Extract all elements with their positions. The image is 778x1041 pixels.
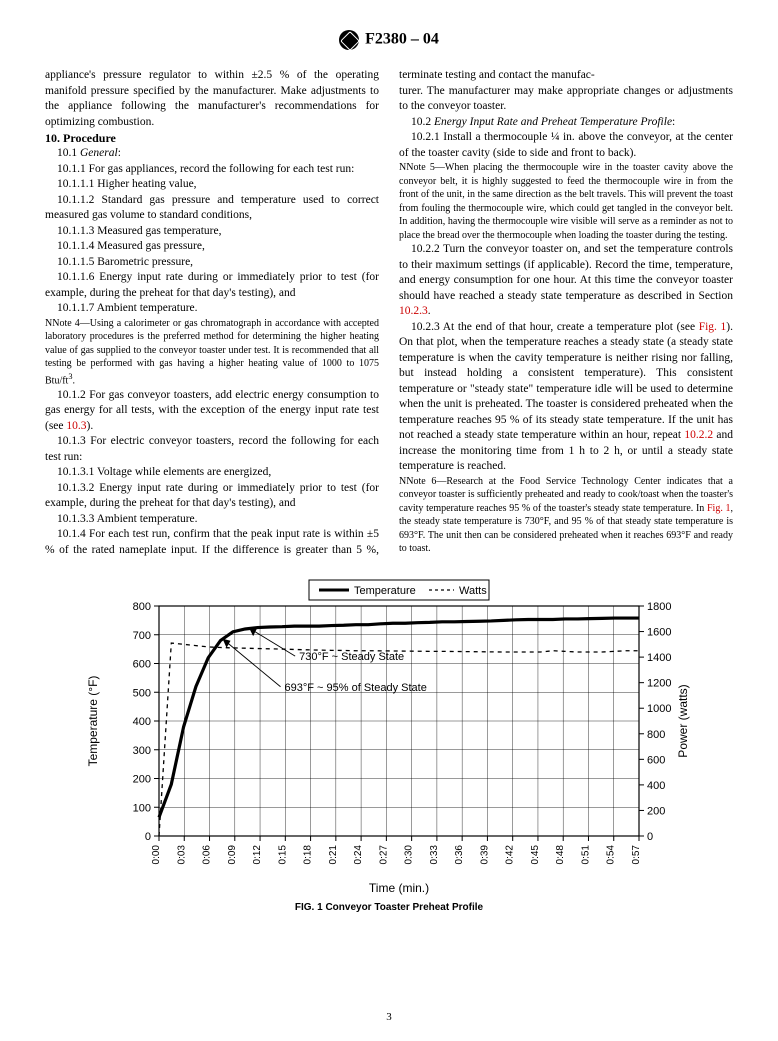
link-10-2-2[interactable]: 10.2.2 bbox=[684, 429, 713, 441]
page-header: F2380 – 04 bbox=[45, 30, 733, 50]
svg-text:700: 700 bbox=[133, 630, 151, 642]
svg-text:200: 200 bbox=[647, 806, 665, 818]
svg-text:0:03: 0:03 bbox=[176, 845, 187, 865]
svg-text:100: 100 bbox=[133, 803, 151, 815]
svg-text:Temperature: Temperature bbox=[354, 585, 416, 597]
note-6: NNote 6—Research at the Food Service Tec… bbox=[399, 475, 733, 556]
body-columns: appliance's pressure regulator to within… bbox=[45, 68, 733, 558]
section-10-title: 10. Procedure bbox=[45, 130, 379, 146]
link-fig1-b[interactable]: Fig. 1 bbox=[707, 503, 731, 514]
svg-text:0: 0 bbox=[145, 831, 151, 843]
svg-text:0:57: 0:57 bbox=[631, 845, 642, 865]
svg-text:0:24: 0:24 bbox=[353, 845, 364, 865]
svg-text:0:54: 0:54 bbox=[606, 845, 617, 865]
s10-1-1-2: 10.1.1.2 Standard gas pressure and tempe… bbox=[45, 193, 379, 224]
continuation-para: appliance's pressure regulator to within… bbox=[45, 68, 379, 130]
s10-1-1-4: 10.1.1.4 Measured gas pressure, bbox=[45, 239, 379, 255]
svg-text:1800: 1800 bbox=[647, 601, 671, 613]
svg-text:1600: 1600 bbox=[647, 627, 671, 639]
preheat-chart: Temperature Watts 0 100 200 300 400 500 600 700 80… bbox=[69, 576, 709, 896]
link-fig1-a[interactable]: Fig. 1 bbox=[699, 321, 727, 333]
svg-text:600: 600 bbox=[647, 755, 665, 767]
svg-text:800: 800 bbox=[133, 601, 151, 613]
svg-text:0: 0 bbox=[647, 831, 653, 843]
s10-1-1-6: 10.1.1.6 Energy input rate during or imm… bbox=[45, 270, 379, 301]
s10-1-3: 10.1.3 For electric conveyor toasters, r… bbox=[45, 434, 379, 465]
svg-text:0:27: 0:27 bbox=[378, 845, 389, 865]
s10-1-1: 10.1.1 For gas appliances, record the fo… bbox=[45, 162, 379, 178]
svg-text:0:15: 0:15 bbox=[277, 845, 288, 865]
s10-2-1: 10.2.1 Install a thermocouple ¼ in. abov… bbox=[399, 130, 733, 161]
svg-text:730°F ~ Steady State: 730°F ~ Steady State bbox=[299, 652, 404, 664]
s10-1: 10.1 General: bbox=[45, 146, 379, 162]
svg-text:0:33: 0:33 bbox=[429, 845, 440, 865]
col2-continuation: turer. The manufacturer may make appropr… bbox=[399, 84, 733, 115]
svg-text:0:30: 0:30 bbox=[404, 845, 415, 865]
svg-text:300: 300 bbox=[133, 745, 151, 757]
svg-text:0:42: 0:42 bbox=[505, 845, 516, 865]
s10-1-3-2: 10.1.3.2 Energy input rate during or imm… bbox=[45, 481, 379, 512]
svg-text:0:48: 0:48 bbox=[555, 845, 566, 865]
standard-number: F2380 – 04 bbox=[365, 31, 439, 48]
svg-text:0:12: 0:12 bbox=[252, 845, 263, 865]
s10-1-1-1: 10.1.1.1 Higher heating value, bbox=[45, 177, 379, 193]
svg-text:0:39: 0:39 bbox=[479, 845, 490, 865]
svg-text:0:00: 0:00 bbox=[151, 845, 162, 865]
svg-text:0:06: 0:06 bbox=[202, 845, 213, 865]
s10-1-3-3: 10.1.3.3 Ambient temperature. bbox=[45, 512, 379, 528]
note-5: NNote 5—When placing the thermocouple wi… bbox=[399, 161, 733, 242]
link-10-3[interactable]: 10.3 bbox=[66, 420, 86, 432]
svg-text:0:36: 0:36 bbox=[454, 845, 465, 865]
s10-1-2: 10.1.2 For gas conveyor toasters, add el… bbox=[45, 388, 379, 435]
svg-text:400: 400 bbox=[647, 780, 665, 792]
svg-text:Power (watts): Power (watts) bbox=[676, 685, 690, 758]
figure-caption: FIG. 1 Conveyor Toaster Preheat Profile bbox=[45, 902, 733, 913]
astm-logo-icon bbox=[339, 30, 359, 50]
svg-text:1000: 1000 bbox=[647, 704, 671, 716]
svg-text:500: 500 bbox=[133, 688, 151, 700]
s10-1-1-5: 10.1.1.5 Barometric pressure, bbox=[45, 255, 379, 271]
s10-1-1-3: 10.1.1.3 Measured gas temperature, bbox=[45, 224, 379, 240]
figure-1: Temperature Watts 0 100 200 300 400 500 600 700 80… bbox=[45, 576, 733, 913]
svg-text:Watts: Watts bbox=[459, 585, 487, 597]
svg-text:0:21: 0:21 bbox=[328, 845, 339, 865]
s10-2: 10.2 Energy Input Rate and Preheat Tempe… bbox=[399, 115, 733, 131]
svg-text:Temperature (°F): Temperature (°F) bbox=[86, 676, 100, 767]
svg-text:800: 800 bbox=[647, 729, 665, 741]
s10-1-1-7: 10.1.1.7 Ambient temperature. bbox=[45, 301, 379, 317]
svg-text:0:18: 0:18 bbox=[303, 845, 314, 865]
note-4: NNote 4—Using a calorimeter or gas chrom… bbox=[45, 317, 379, 388]
page-number: 3 bbox=[0, 1011, 778, 1023]
svg-text:Time (min.): Time (min.) bbox=[369, 881, 429, 895]
svg-text:0:45: 0:45 bbox=[530, 845, 541, 865]
svg-text:0:09: 0:09 bbox=[227, 845, 238, 865]
s10-1-3-1: 10.1.3.1 Voltage while elements are ener… bbox=[45, 465, 379, 481]
svg-text:600: 600 bbox=[133, 659, 151, 671]
svg-text:693°F ~ 95% of Steady State: 693°F ~ 95% of Steady State bbox=[285, 682, 427, 694]
svg-text:200: 200 bbox=[133, 774, 151, 786]
svg-text:1400: 1400 bbox=[647, 653, 671, 665]
svg-text:0:51: 0:51 bbox=[580, 845, 591, 865]
svg-text:1200: 1200 bbox=[647, 678, 671, 690]
link-10-2-3[interactable]: 10.2.3 bbox=[399, 305, 428, 317]
s10-2-3: 10.2.3 At the end of that hour, create a… bbox=[399, 320, 733, 475]
s10-2-2: 10.2.2 Turn the conveyor toaster on, and… bbox=[399, 242, 733, 320]
svg-text:400: 400 bbox=[133, 716, 151, 728]
